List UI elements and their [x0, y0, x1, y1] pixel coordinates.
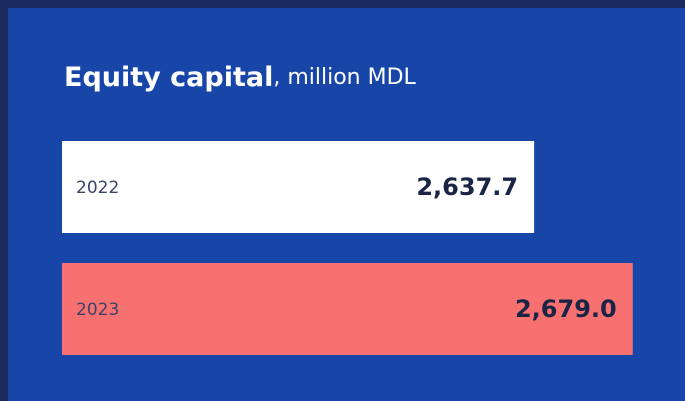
bar — [62, 263, 633, 355]
value-label: 2,679.0 — [515, 295, 617, 323]
category-label: 2023 — [76, 300, 119, 320]
value-label: 2,637.7 — [416, 173, 518, 201]
subtitle: , million MDL — [273, 65, 416, 90]
chart-title: Equity capital, million MDL — [64, 62, 417, 93]
title: Equity capital — [64, 62, 273, 93]
bar — [62, 141, 535, 233]
category-label: 2022 — [76, 178, 119, 198]
